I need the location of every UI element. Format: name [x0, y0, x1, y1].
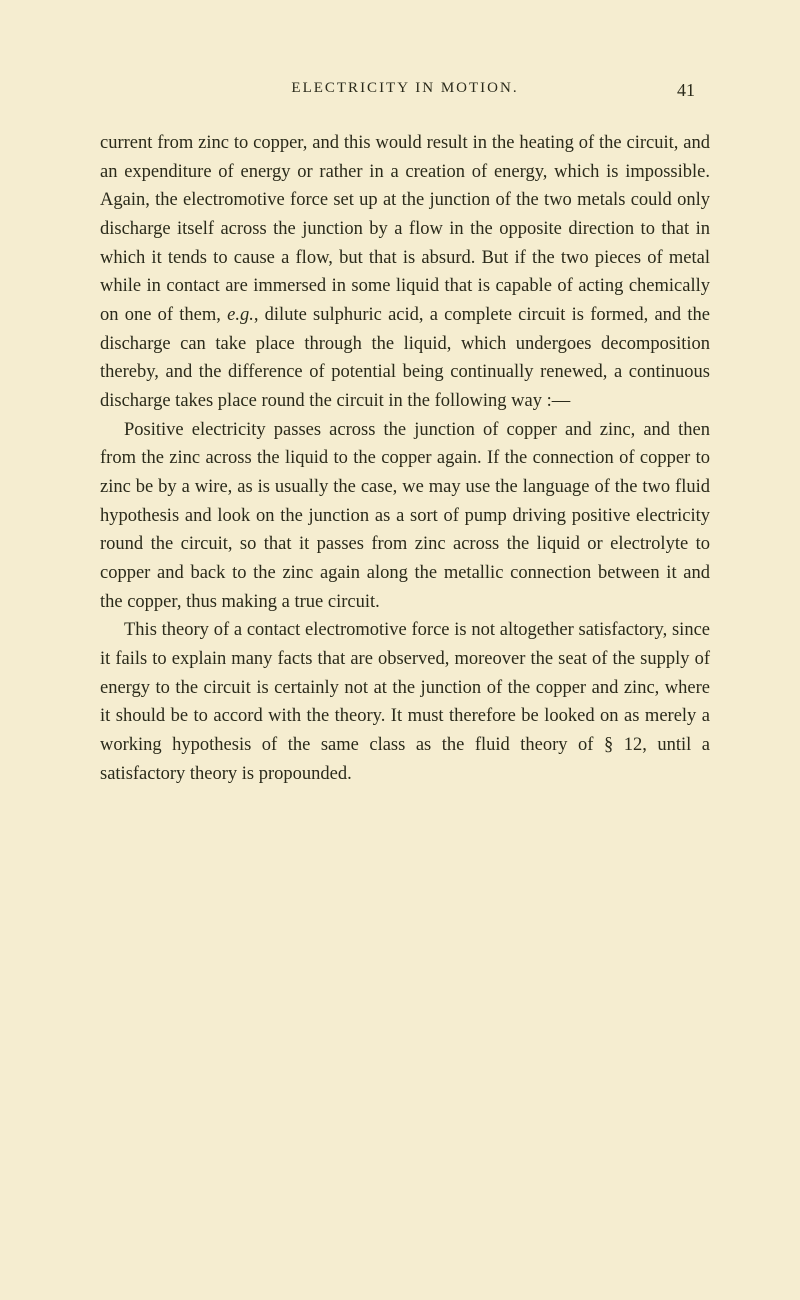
paragraph-2: Positive electricity passes across the j… — [100, 416, 710, 617]
paragraph-1: current from zinc to copper, and this wo… — [100, 129, 710, 416]
body-text: current from zinc to copper, and this wo… — [100, 129, 710, 788]
page-number: 41 — [677, 80, 695, 101]
paragraph-1-part1: current from zinc to copper, and this wo… — [100, 133, 710, 325]
paragraph-1-italic: e.g. — [227, 305, 254, 325]
header-title: ELECTRICITY IN MOTION. — [110, 80, 700, 97]
page-header: ELECTRICITY IN MOTION. 41 — [100, 80, 710, 97]
paragraph-3: This theory of a contact electromotive f… — [100, 616, 710, 788]
